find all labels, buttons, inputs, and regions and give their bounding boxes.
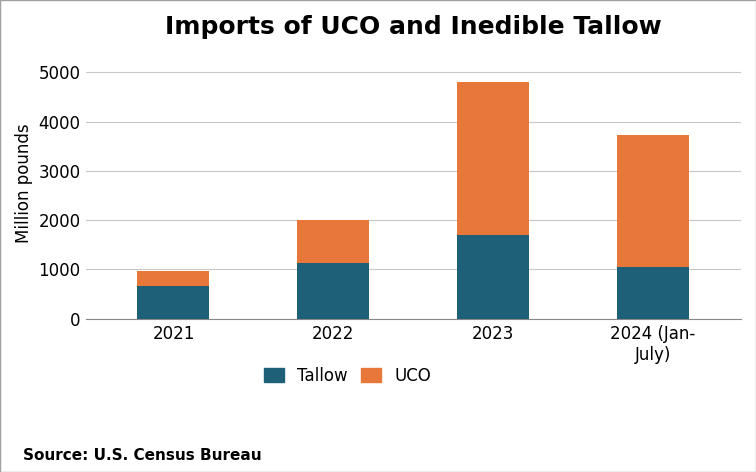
Bar [617,267,689,319]
Legend: Tallow, UCO: Tallow, UCO [257,360,438,391]
Bar [457,82,529,235]
Bar [617,135,689,267]
Bar [457,235,529,319]
Bar [297,220,370,263]
Bar [138,286,209,319]
Bar [297,263,370,319]
Title: Imports of UCO and Inedible Tallow: Imports of UCO and Inedible Tallow [165,15,662,39]
Y-axis label: Million pounds: Million pounds [15,123,33,243]
Text: Source: U.S. Census Bureau: Source: U.S. Census Bureau [23,447,262,463]
Bar [138,271,209,286]
